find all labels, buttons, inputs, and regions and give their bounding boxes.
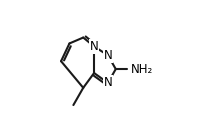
Text: N: N	[104, 76, 112, 89]
Text: NH₂: NH₂	[130, 63, 153, 76]
Text: N: N	[90, 40, 98, 53]
Text: N: N	[104, 49, 112, 62]
